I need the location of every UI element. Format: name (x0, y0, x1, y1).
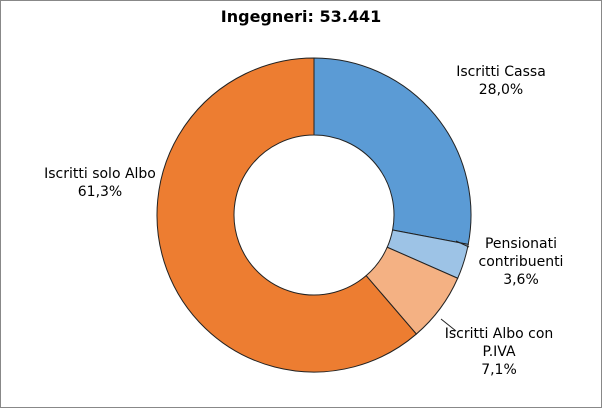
slice (156, 57, 418, 373)
value-label: 61,3% (77, 184, 123, 200)
chart-title: Ingegneri: 53.441 (220, 7, 382, 26)
leader-line (455, 240, 470, 248)
slice (313, 57, 472, 246)
slice-label: Pensionati contribuenti 3,6% (463, 235, 579, 289)
category-label: Iscritti Albo con P.IVA (444, 326, 554, 360)
category-label: Iscritti Cassa (456, 64, 546, 80)
value-label: 3,6% (503, 272, 539, 288)
category-label: Iscritti solo Albo (44, 166, 156, 182)
category-label: Pensionati contribuenti (478, 236, 564, 270)
slice-label: Iscritti Cassa 28,0% (421, 63, 581, 99)
slice-label: Iscritti Albo con P.IVA 7,1% (433, 325, 565, 379)
slice-label: Iscritti solo Albo 61,3% (29, 165, 171, 201)
value-label: 28,0% (478, 82, 524, 98)
value-label: 7,1% (481, 362, 517, 378)
leader-line (440, 318, 457, 332)
